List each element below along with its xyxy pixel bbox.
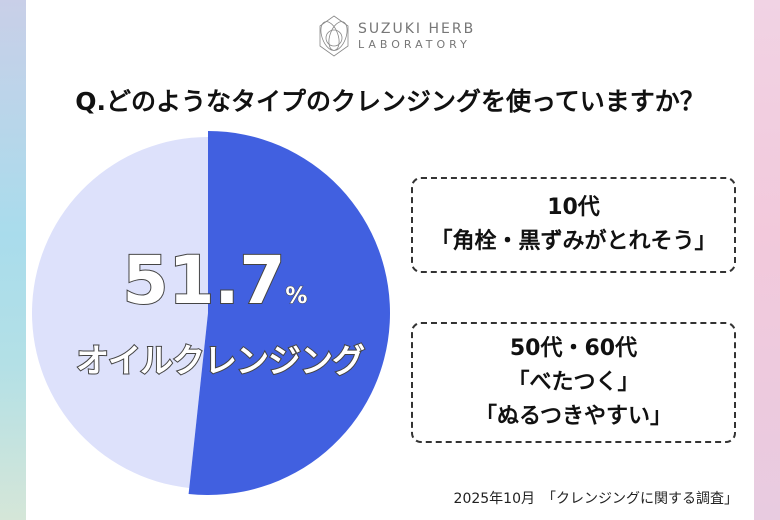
comment-age: 10代 bbox=[547, 195, 600, 220]
question-title: Q.どのようなタイプのクレンジングを使っていますか？ bbox=[75, 87, 705, 116]
comment-age: 50代・60代 bbox=[509, 335, 638, 361]
comment-box-50s-60s: 50代・60代 「べたつく」 「ぬるつきやすい」 bbox=[411, 322, 736, 443]
highlight-percentage: 51.7% bbox=[100, 241, 330, 320]
comment-box-teens: 10代 「角栓・黒ずみがとれそう」 bbox=[411, 177, 736, 273]
survey-source: 2025年10月 「クレンジングに関する調査」 bbox=[453, 491, 738, 507]
highlight-unit: % bbox=[285, 284, 308, 310]
right-gradient-border bbox=[754, 0, 780, 520]
comment-quote: 「角栓・黒ずみがとれそう」 bbox=[430, 229, 717, 254]
brand-logo: SUZUKI HERB LABORATORY bbox=[318, 14, 475, 58]
brand-name: SUZUKI HERB bbox=[358, 21, 476, 37]
pie-slice-1 bbox=[31, 137, 208, 488]
comment-quote: 「ぬるつきやすい」 bbox=[474, 403, 673, 429]
highlight-value: 51.7 bbox=[122, 241, 287, 320]
brand-subname: LABORATORY bbox=[358, 37, 471, 51]
leaf-logo-icon bbox=[319, 15, 349, 57]
pie-chart bbox=[31, 131, 390, 495]
comment-quote: 「べたつく」 bbox=[507, 369, 640, 395]
pie-slice-0 bbox=[188, 131, 390, 495]
left-gradient-border bbox=[0, 0, 26, 520]
highlight-label: オイルクレンジング bbox=[75, 340, 366, 381]
